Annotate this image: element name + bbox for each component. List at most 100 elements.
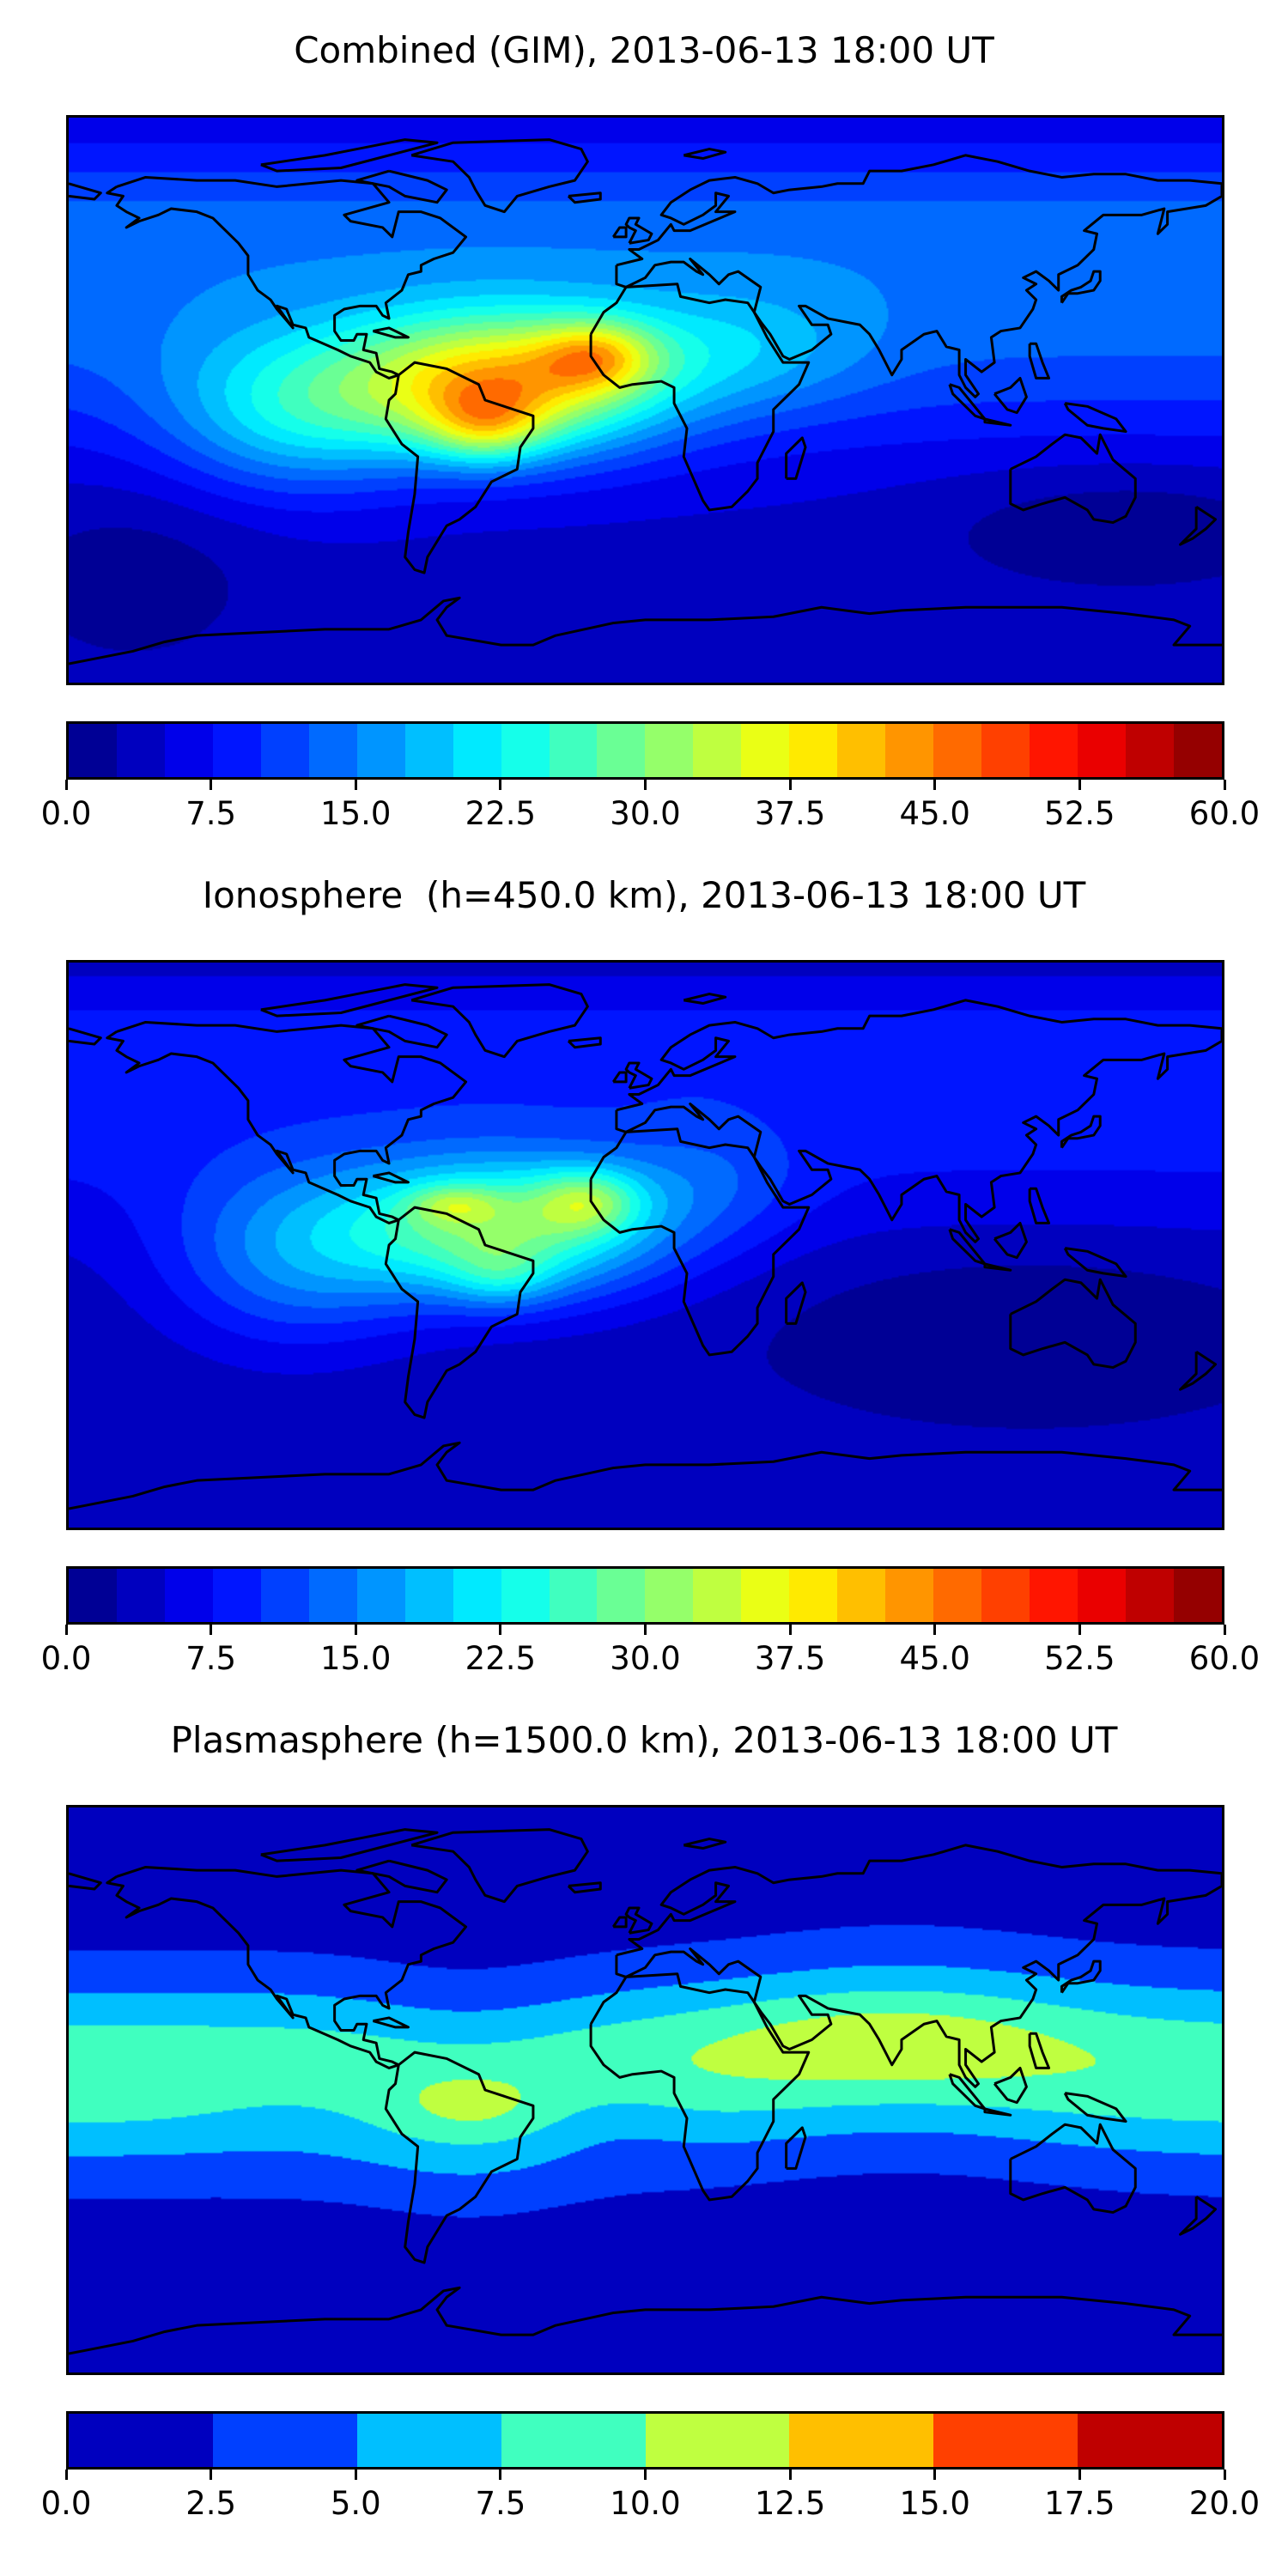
colorbar [66, 721, 1224, 780]
colorbar-segment [837, 1569, 886, 1622]
coastline [261, 1830, 437, 1862]
coastline [373, 1173, 408, 1182]
tick-label: 7.5 [475, 2485, 526, 2522]
colorbar-ticks: 0.0 7.5 15.0 22.5 30.0 37.5 45.0 52.5 60.0 [41, 1625, 1260, 1677]
tick-mark [354, 2470, 357, 2480]
colorbar-segment [597, 724, 646, 777]
coastline [683, 994, 725, 1004]
coastline [787, 1283, 805, 1324]
colorbar-segment [837, 724, 886, 777]
tick-label: 0.0 [40, 795, 92, 832]
colorbar-segment [933, 1569, 982, 1622]
coastline [1065, 404, 1126, 432]
coastline [1030, 1188, 1048, 1223]
tick-mark [933, 2470, 937, 2480]
colorbar-ticks: 0.0 2.5 5.0 7.5 10.0 12.5 15.0 17.5 20.0 [41, 2470, 1260, 2522]
tick-label: 60.0 [1188, 1640, 1261, 1677]
panel-ionosphere: Ionosphere (h=450.0 km), 2013-06-13 18:0… [0, 845, 1288, 1690]
coastline [357, 1861, 447, 1893]
colorbar-segment [885, 1569, 934, 1622]
coastline [373, 328, 408, 337]
chart-title: Ionosphere (h=450.0 km), 2013-06-13 18:0… [202, 874, 1086, 916]
tick-label: 17.5 [1044, 2485, 1115, 2522]
colorbar-segment [741, 1569, 790, 1622]
coastline [69, 1029, 100, 1044]
coastline [1011, 2124, 1135, 2212]
coastline [568, 1883, 600, 1893]
tick-label: 12.5 [754, 2485, 826, 2522]
coastline [787, 438, 805, 479]
coastline [985, 2109, 1011, 2115]
coastline [626, 1908, 652, 1933]
coastline [1011, 1279, 1135, 1367]
tick-mark [644, 1625, 647, 1635]
coastline [386, 2052, 533, 2263]
colorbar-segment [1173, 1569, 1222, 1622]
coastline [985, 1264, 1011, 1270]
tick-mark [64, 1625, 68, 1635]
tick-label: 0.0 [40, 1640, 92, 1677]
coastline [1061, 271, 1100, 303]
tick-label: 60.0 [1188, 795, 1261, 832]
colorbar-segment [308, 1569, 357, 1622]
tick-label: 52.5 [1044, 1640, 1115, 1677]
colorbar-segment [260, 1569, 309, 1622]
colorbar-segment [549, 1569, 598, 1622]
tick-label: 15.0 [320, 795, 392, 832]
tick-mark [788, 2470, 792, 2480]
colorbar-segment [404, 724, 453, 777]
coastline [568, 1038, 600, 1048]
coastline [69, 1874, 100, 1889]
coastline [411, 140, 587, 212]
tick-label: 30.0 [610, 1640, 681, 1677]
colorbar-segment [741, 724, 790, 777]
coastline [985, 419, 1011, 425]
coastline [617, 1000, 1222, 1242]
colorbar-segment [212, 2414, 357, 2467]
tick-mark [1078, 1625, 1081, 1635]
coastline [994, 1223, 1026, 1257]
contour-field [69, 963, 1222, 1528]
tick-mark [64, 780, 68, 790]
chart-title: Combined (GIM), 2013-06-13 18:00 UT [294, 29, 994, 71]
colorbar-segment [212, 1569, 261, 1622]
tick-mark [1223, 780, 1226, 790]
colorbar-segment [549, 724, 598, 777]
colorbar-segment [356, 724, 405, 777]
coastline [373, 2018, 408, 2027]
coastline [613, 1072, 626, 1082]
coastline [950, 2075, 985, 2109]
colorbar-segment [501, 2414, 646, 2467]
colorbar-segment [501, 1569, 550, 1622]
tick-label: 10.0 [610, 2485, 681, 2522]
coastline [261, 985, 437, 1017]
tick-mark [1223, 1625, 1226, 1635]
coastline [1030, 343, 1048, 378]
colorbar-segment [789, 724, 838, 777]
colorbar-segment [645, 2414, 790, 2467]
coastline [69, 2287, 1222, 2354]
contour-field [69, 1807, 1222, 2372]
colorbar-segment [69, 724, 117, 777]
colorbar-segment [789, 1569, 838, 1622]
coastline [69, 598, 1222, 664]
tick-mark [210, 1625, 213, 1635]
coastline [613, 228, 626, 237]
coastline [626, 1063, 652, 1088]
colorbar [66, 1566, 1224, 1625]
colorbar [66, 2411, 1224, 2470]
colorbar-segment [69, 2414, 213, 2467]
tick-mark [933, 780, 937, 790]
tick-mark [788, 1625, 792, 1635]
colorbar-segment [116, 724, 165, 777]
coastline [1065, 2093, 1126, 2122]
tick-label: 20.0 [1188, 2485, 1261, 2522]
map-plot [66, 115, 1224, 685]
coastline [1061, 1961, 1100, 1993]
colorbar-segment [597, 1569, 646, 1622]
colorbar-segment [308, 724, 357, 777]
coastline [1181, 1352, 1216, 1389]
coastline [411, 985, 587, 1057]
colorbar-segment [1173, 724, 1222, 777]
coastline [617, 155, 1222, 397]
